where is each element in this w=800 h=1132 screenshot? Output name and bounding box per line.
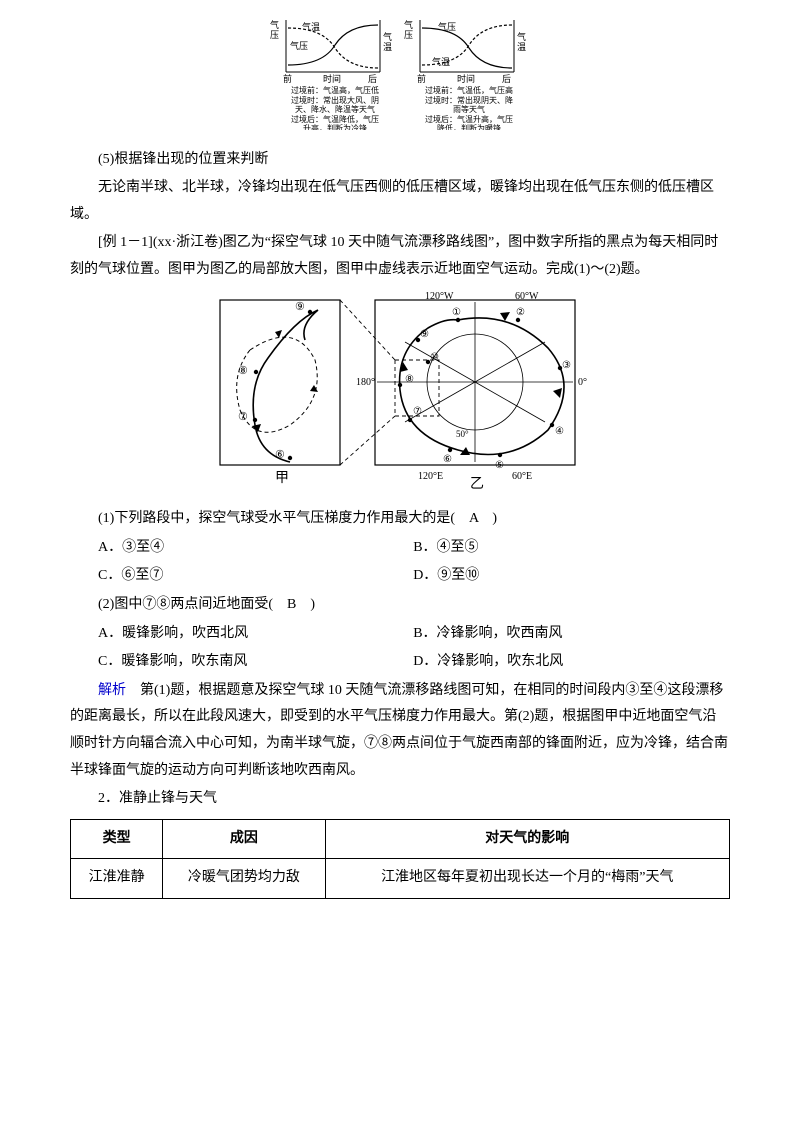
static-front-table: 类型 成因 对天气的影响 江淮准静 冷暖气团势均力敌 江淮地区每年夏初出现长达一… (70, 819, 730, 899)
section2-heading: 2．准静止锋与天气 (70, 786, 730, 813)
top-diagram-pair: 气压 气压 气温 气温 前 时间 后 过境前：气温高，气压低 过境时：常出现大风… (70, 10, 730, 141)
q1-opt-c: C．⑥至⑦ (70, 563, 413, 590)
q2-opt-c: C．暖锋影响，吹东南风 (70, 649, 413, 676)
svg-text:⑧: ⑧ (405, 374, 414, 385)
td-type: 江淮准静 (71, 859, 163, 899)
svg-text:0°: 0° (578, 377, 587, 388)
q1-stem: (1)下列路段中，探空气球受水平气压梯度力作用最大的是( A ) (70, 506, 730, 533)
svg-text:温: 温 (517, 42, 526, 52)
svg-text:60°E: 60°E (512, 471, 532, 482)
q2-stem: (2)图中⑦⑧两点间近地面受( B ) (70, 592, 730, 619)
svg-text:120°E: 120°E (418, 471, 443, 482)
warm-front-caption: 过境前：气温低，气压高 过境时：常出现阴天、降 雨等天气 过境后：气温升高，气压… (406, 86, 532, 130)
svg-text:⑨: ⑨ (420, 329, 429, 340)
svg-text:⑨: ⑨ (295, 301, 305, 313)
svg-text:前: 前 (417, 73, 426, 84)
p5-text: 无论南半球、北半球，冷锋均出现在低气压西侧的低压槽区域，暖锋均出现在低气压东侧的… (70, 175, 730, 228)
q1-opt-d: D．⑨至⑩ (413, 563, 479, 590)
td-cause: 冷暖气团势均力敌 (163, 859, 325, 899)
svg-text:气: 气 (517, 31, 526, 42)
svg-text:压: 压 (404, 30, 413, 40)
svg-text:⑦: ⑦ (413, 406, 422, 417)
svg-text:120°W: 120°W (425, 291, 454, 302)
svg-text:50°: 50° (456, 429, 469, 439)
svg-text:③: ③ (562, 360, 571, 371)
svg-text:②: ② (516, 307, 525, 318)
analysis-para: 解析 第(1)题，根据题意及探空气球 10 天随气流漂移路线图可知，在相同的时间… (70, 678, 730, 784)
q2-opt-b: B．冷锋影响，吹西南风 (413, 621, 562, 648)
svg-text:时间: 时间 (457, 73, 475, 84)
th-effect: 对天气的影响 (325, 819, 729, 859)
svg-text:温: 温 (383, 42, 392, 52)
svg-text:⑩: ⑩ (430, 352, 439, 363)
svg-text:气: 气 (404, 19, 413, 30)
svg-text:气温: 气温 (302, 21, 320, 32)
svg-text:⑧: ⑧ (238, 365, 248, 377)
svg-text:前: 前 (283, 73, 292, 84)
svg-text:气压: 气压 (438, 21, 456, 32)
svg-text:⑤: ⑤ (495, 460, 504, 471)
svg-text:气: 气 (270, 19, 279, 30)
svg-text:④: ④ (555, 426, 564, 437)
example-intro: [例 1－1](xx·浙江卷)图乙为“探空气球 10 天中随气流漂移路线图”，图… (70, 230, 730, 283)
map-left-label: 甲 (275, 471, 289, 486)
svg-text:气压: 气压 (290, 40, 308, 51)
svg-text:气温: 气温 (432, 56, 450, 67)
svg-text:①: ① (452, 307, 461, 318)
analysis-text: 第(1)题，根据题意及探空气球 10 天随气流漂移路线图可知，在相同的时间段内③… (70, 683, 728, 778)
p5-label: (5)根据锋出现的位置来判断 (70, 147, 730, 174)
map-diagram: ⑥ ⑦ ⑧ ⑨ 甲 (70, 290, 730, 501)
analysis-label: 解析 (98, 683, 126, 698)
svg-text:⑥: ⑥ (443, 454, 452, 465)
svg-text:时间: 时间 (323, 73, 341, 84)
map-right-label: 乙 (470, 476, 484, 490)
svg-text:⑥: ⑥ (275, 449, 285, 461)
svg-text:后: 后 (368, 74, 377, 84)
svg-text:180°: 180° (356, 377, 375, 388)
svg-text:⑦: ⑦ (238, 411, 248, 423)
q2-opt-d: D．冷锋影响，吹东北风 (413, 649, 563, 676)
svg-text:压: 压 (270, 30, 279, 40)
q1-opt-a: A．③至④ (70, 535, 413, 562)
th-type: 类型 (71, 819, 163, 859)
cold-front-caption: 过境前：气温高，气压低 过境时：常出现大风、阴 天、降水、降温等天气 过境后：气… (272, 86, 398, 130)
th-cause: 成因 (163, 819, 325, 859)
svg-text:气: 气 (383, 31, 392, 42)
warm-front-diagram: 气压 气温 气压 气温 前 时间 后 过境前：气温低，气压高 过境时：常出现阴天… (402, 10, 532, 130)
cold-front-diagram: 气压 气压 气温 气温 前 时间 后 过境前：气温高，气压低 过境时：常出现大风… (268, 10, 398, 130)
td-effect: 江淮地区每年夏初出现长达一个月的“梅雨”天气 (325, 859, 729, 899)
svg-text:60°W: 60°W (515, 291, 539, 302)
q1-opt-b: B．④至⑤ (413, 535, 478, 562)
svg-text:后: 后 (502, 74, 511, 84)
q2-opt-a: A．暖锋影响，吹西北风 (70, 621, 413, 648)
